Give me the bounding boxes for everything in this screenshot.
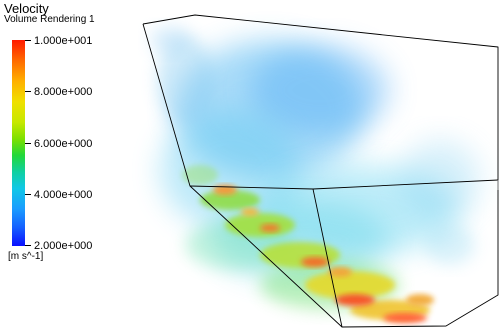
domain-box (142, 14, 499, 328)
colorbar-tick (25, 194, 31, 195)
colorbar (12, 40, 25, 246)
legend-subtitle: Volume Rendering 1 (4, 14, 95, 25)
legend-units: [m s^-1] (8, 251, 44, 262)
colorbar-tick (25, 143, 31, 144)
colorbar-tick-label: 1.000e+001 (34, 35, 93, 47)
colorbar-tick (25, 40, 31, 41)
colorbar-tick-label: 4.000e+000 (34, 189, 93, 201)
colorbar-tick-label: 6.000e+000 (34, 138, 93, 150)
colorbar-tick-label: 8.000e+000 (34, 86, 93, 98)
velocity-volume (150, 26, 480, 310)
velocity-vectors (200, 185, 434, 323)
colorbar-tick (25, 91, 31, 92)
legend-title: Velocity (4, 1, 49, 16)
colorbar-tick-label: 2.000e+000 (34, 240, 93, 252)
colorbar-tick (25, 245, 31, 246)
